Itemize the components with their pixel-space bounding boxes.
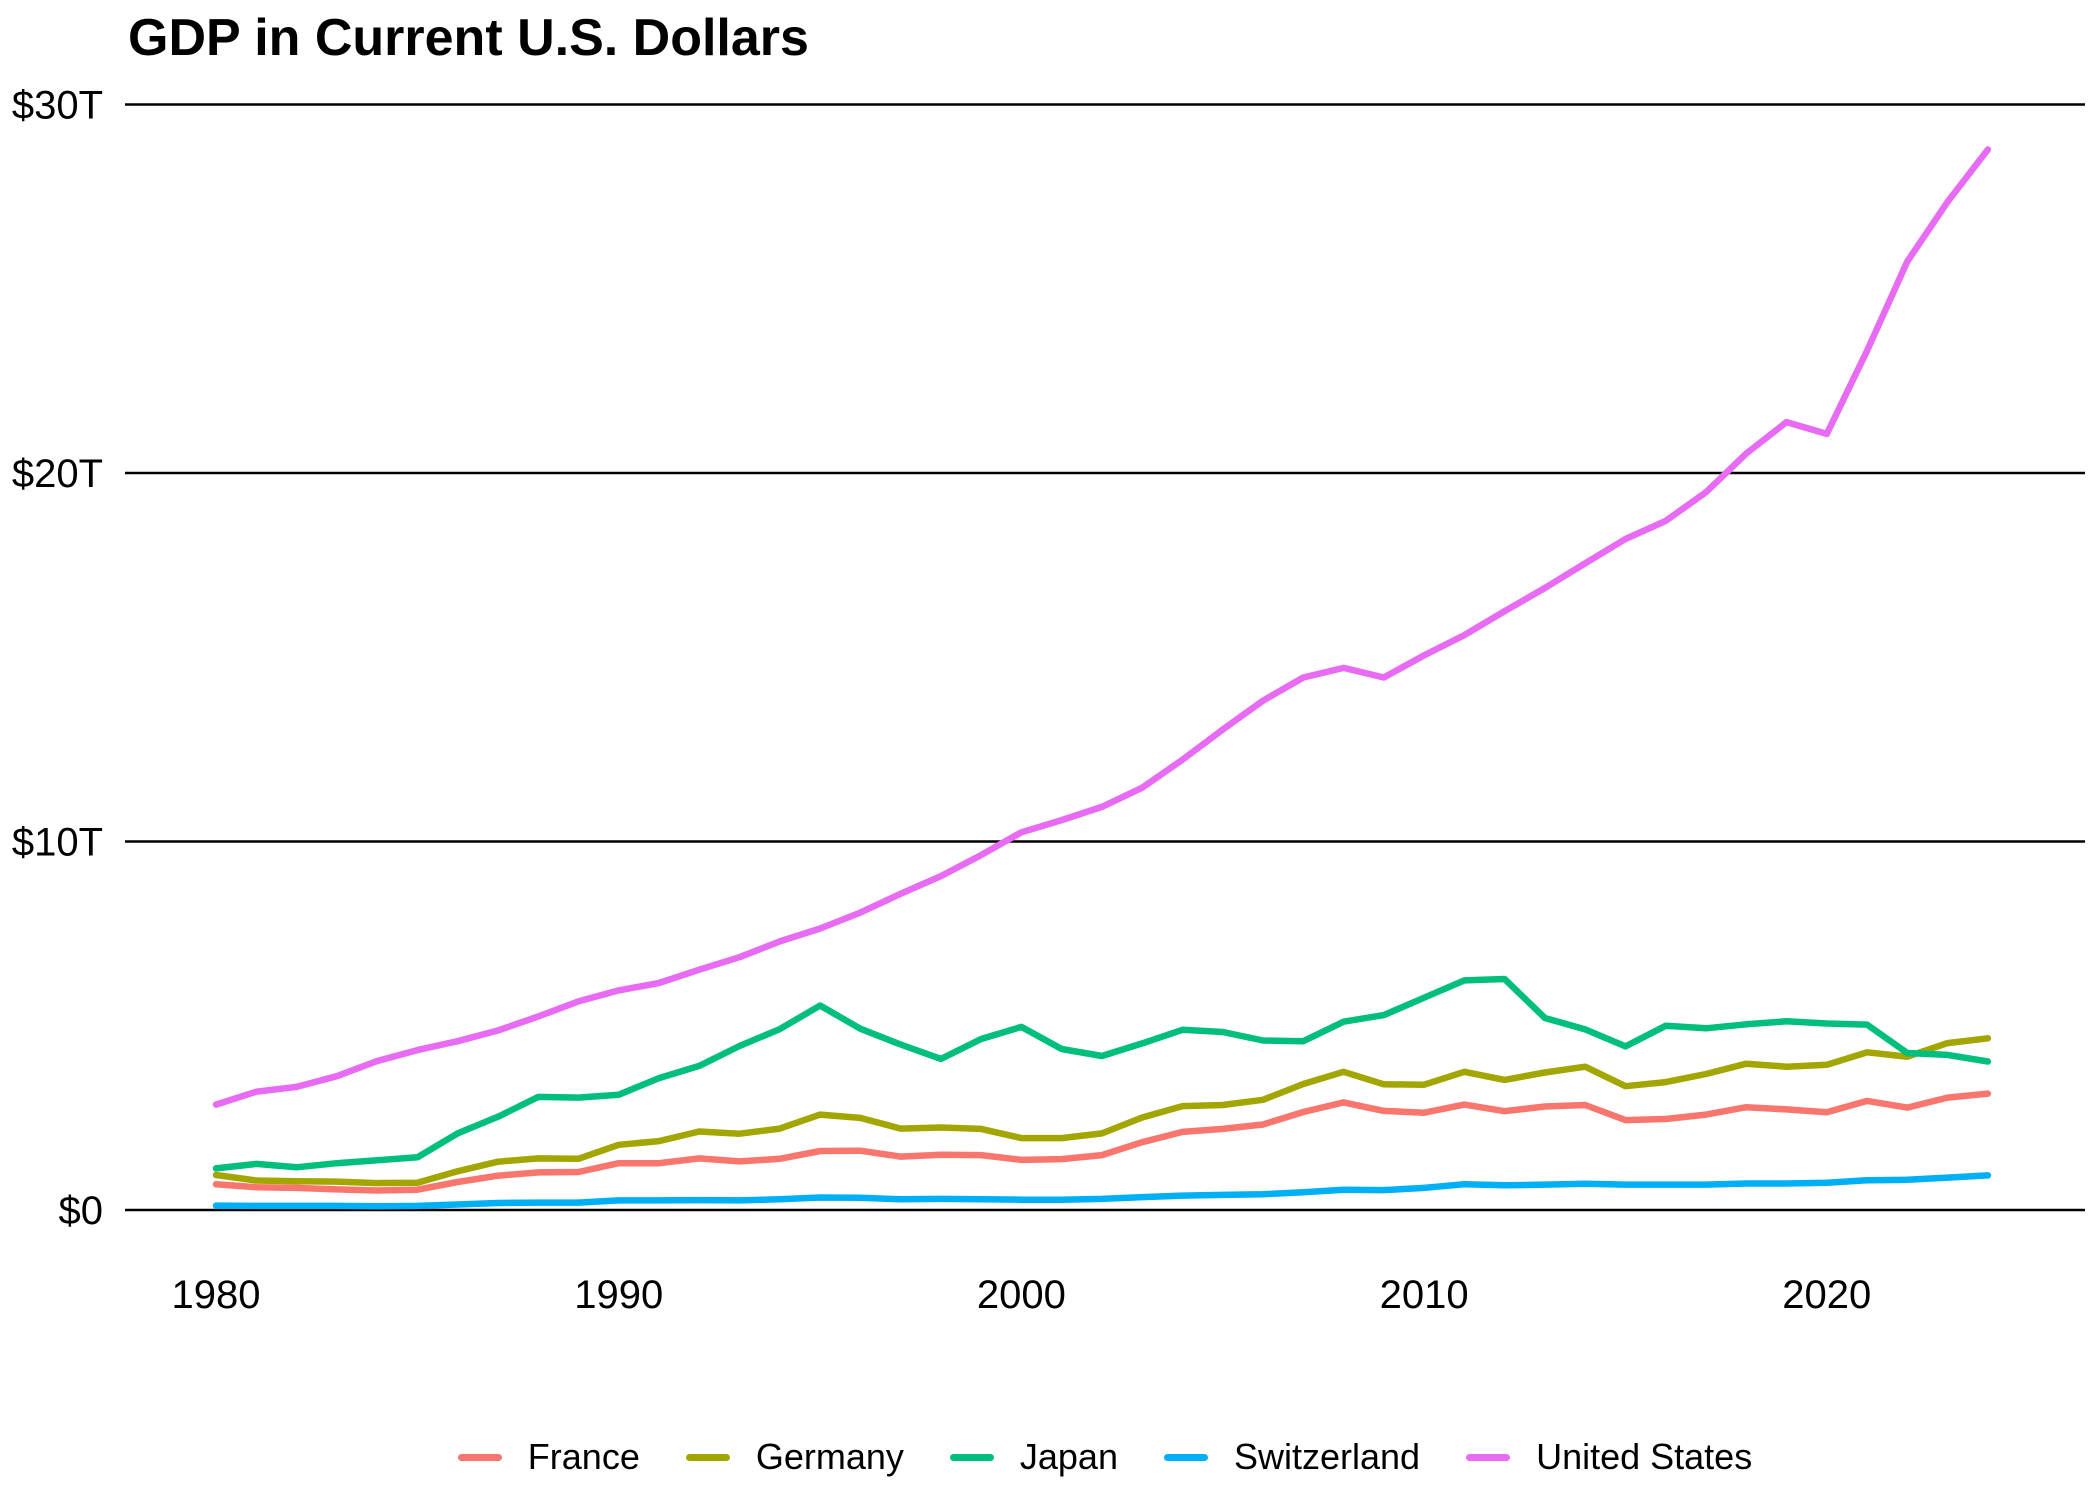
- x-axis-tick-label: 1980: [172, 1273, 261, 1317]
- series-line-france: [212, 1090, 1992, 1194]
- x-axis-tick-label: 2010: [1380, 1273, 1469, 1317]
- japan-line-swatch-icon: [949, 1453, 994, 1461]
- legend-item-switzerland: Switzerland: [1163, 1436, 1421, 1478]
- legend-item-germany: Germany: [685, 1436, 904, 1478]
- series-line-japan: [212, 975, 1992, 1172]
- series-line-germany: [212, 1035, 1992, 1187]
- series-line-switzerland: [212, 1172, 1992, 1210]
- y-axis-tick-label: $30T: [12, 84, 103, 128]
- series-line-united-states: [212, 146, 1992, 1108]
- france-line-swatch-icon: [457, 1453, 502, 1461]
- switzerland-line-swatch-icon: [1163, 1453, 1208, 1461]
- legend-label-united-states: United States: [1536, 1436, 1753, 1477]
- x-axis-tick-label: 1990: [574, 1273, 663, 1317]
- legend-label-switzerland: Switzerland: [1233, 1436, 1421, 1477]
- legend-item-france: France: [457, 1436, 640, 1478]
- germany-line-swatch-icon: [685, 1453, 730, 1461]
- y-axis-tick-label: $20T: [12, 452, 103, 496]
- y-axis-tick-label: $10T: [12, 821, 103, 865]
- chart-title: GDP in Current U.S. Dollars: [128, 9, 809, 67]
- chart-canvas: $0 $10T $20T $30T 1980 1990 2000 2010 2020: [12, 84, 2085, 1317]
- legend-item-japan: Japan: [949, 1436, 1118, 1478]
- legend-label-france: France: [527, 1436, 640, 1477]
- legend-label-japan: Japan: [1019, 1436, 1118, 1477]
- y-axis-tick-label: $0: [59, 1189, 104, 1233]
- legend-label-germany: Germany: [755, 1436, 904, 1477]
- x-axis-tick-label: 2020: [1782, 1273, 1871, 1317]
- legend-item-united-states: United States: [1466, 1436, 1752, 1478]
- x-axis-tick-label: 2000: [977, 1273, 1066, 1317]
- united-states-line-swatch-icon: [1466, 1453, 1511, 1461]
- chart-legend: France Germany Japan Switzerland United …: [125, 1436, 2085, 1478]
